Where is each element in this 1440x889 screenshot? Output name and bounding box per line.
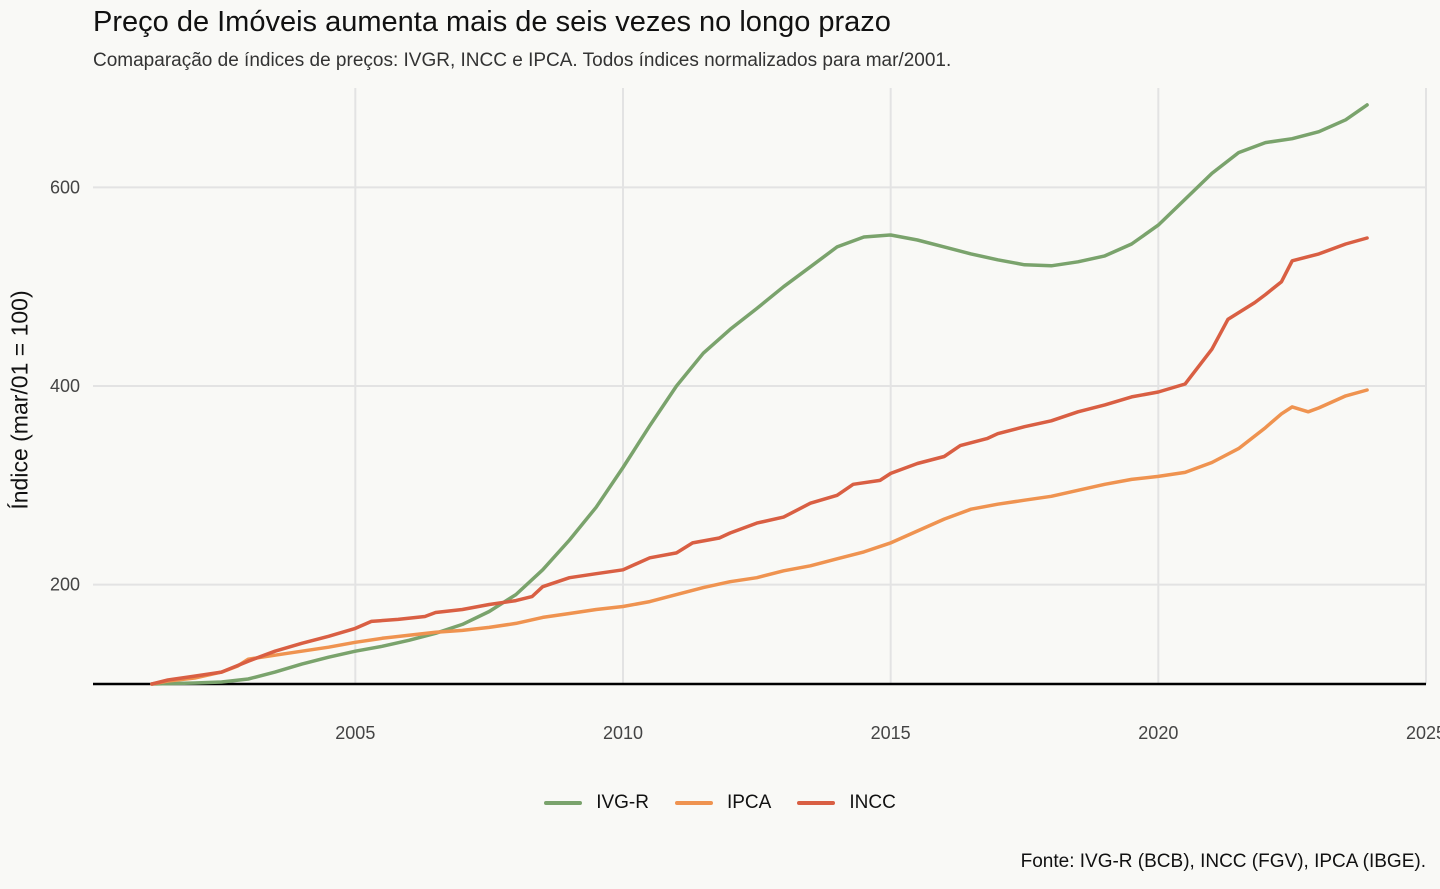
x-tick-label-2015: 2015: [871, 723, 911, 743]
legend-item-incc: INCC: [797, 792, 896, 814]
legend-label-ivg-r: IVG-R: [596, 792, 649, 813]
grid-lines: [93, 88, 1427, 686]
legend-label-ipca: IPCA: [726, 792, 772, 813]
series-line-incc: [150, 236, 1369, 686]
legend: IVG-R IPCA INCC: [0, 792, 1440, 814]
series-line-ipca: [150, 388, 1369, 686]
series-line-ivg-r: [150, 103, 1369, 686]
chart-title: Preço de Imóveis aumenta mais de seis ve…: [93, 6, 891, 38]
legend-item-ipca: IPCA: [674, 792, 772, 814]
chart-caption: Fonte: IVG-R (BCB), INCC (FGV), IPCA (IB…: [1020, 851, 1426, 872]
x-tick-label-2025: 2025: [1406, 723, 1440, 743]
x-tick-label-2020: 2020: [1138, 723, 1178, 743]
legend-key-ivg-r: [544, 801, 583, 805]
x-tick-label-2010: 2010: [603, 723, 643, 743]
legend-key-ipca: [674, 801, 713, 805]
legend-item-ivg-r: IVG-R: [544, 792, 649, 814]
y-tick-label-400: 400: [50, 376, 80, 396]
y-tick-label-200: 200: [50, 575, 80, 595]
x-tick-label-2005: 2005: [335, 723, 375, 743]
legend-label-incc: INCC: [849, 792, 896, 813]
y-tick-label-600: 600: [50, 177, 80, 197]
legend-key-incc: [797, 801, 836, 805]
chart-subtitle: Comaparação de índices de preços: IVGR, …: [93, 50, 952, 71]
axis-ticks: 2005 2010 2015 2020 2025 200 400 600: [50, 177, 1440, 743]
series-lines: [150, 103, 1369, 686]
